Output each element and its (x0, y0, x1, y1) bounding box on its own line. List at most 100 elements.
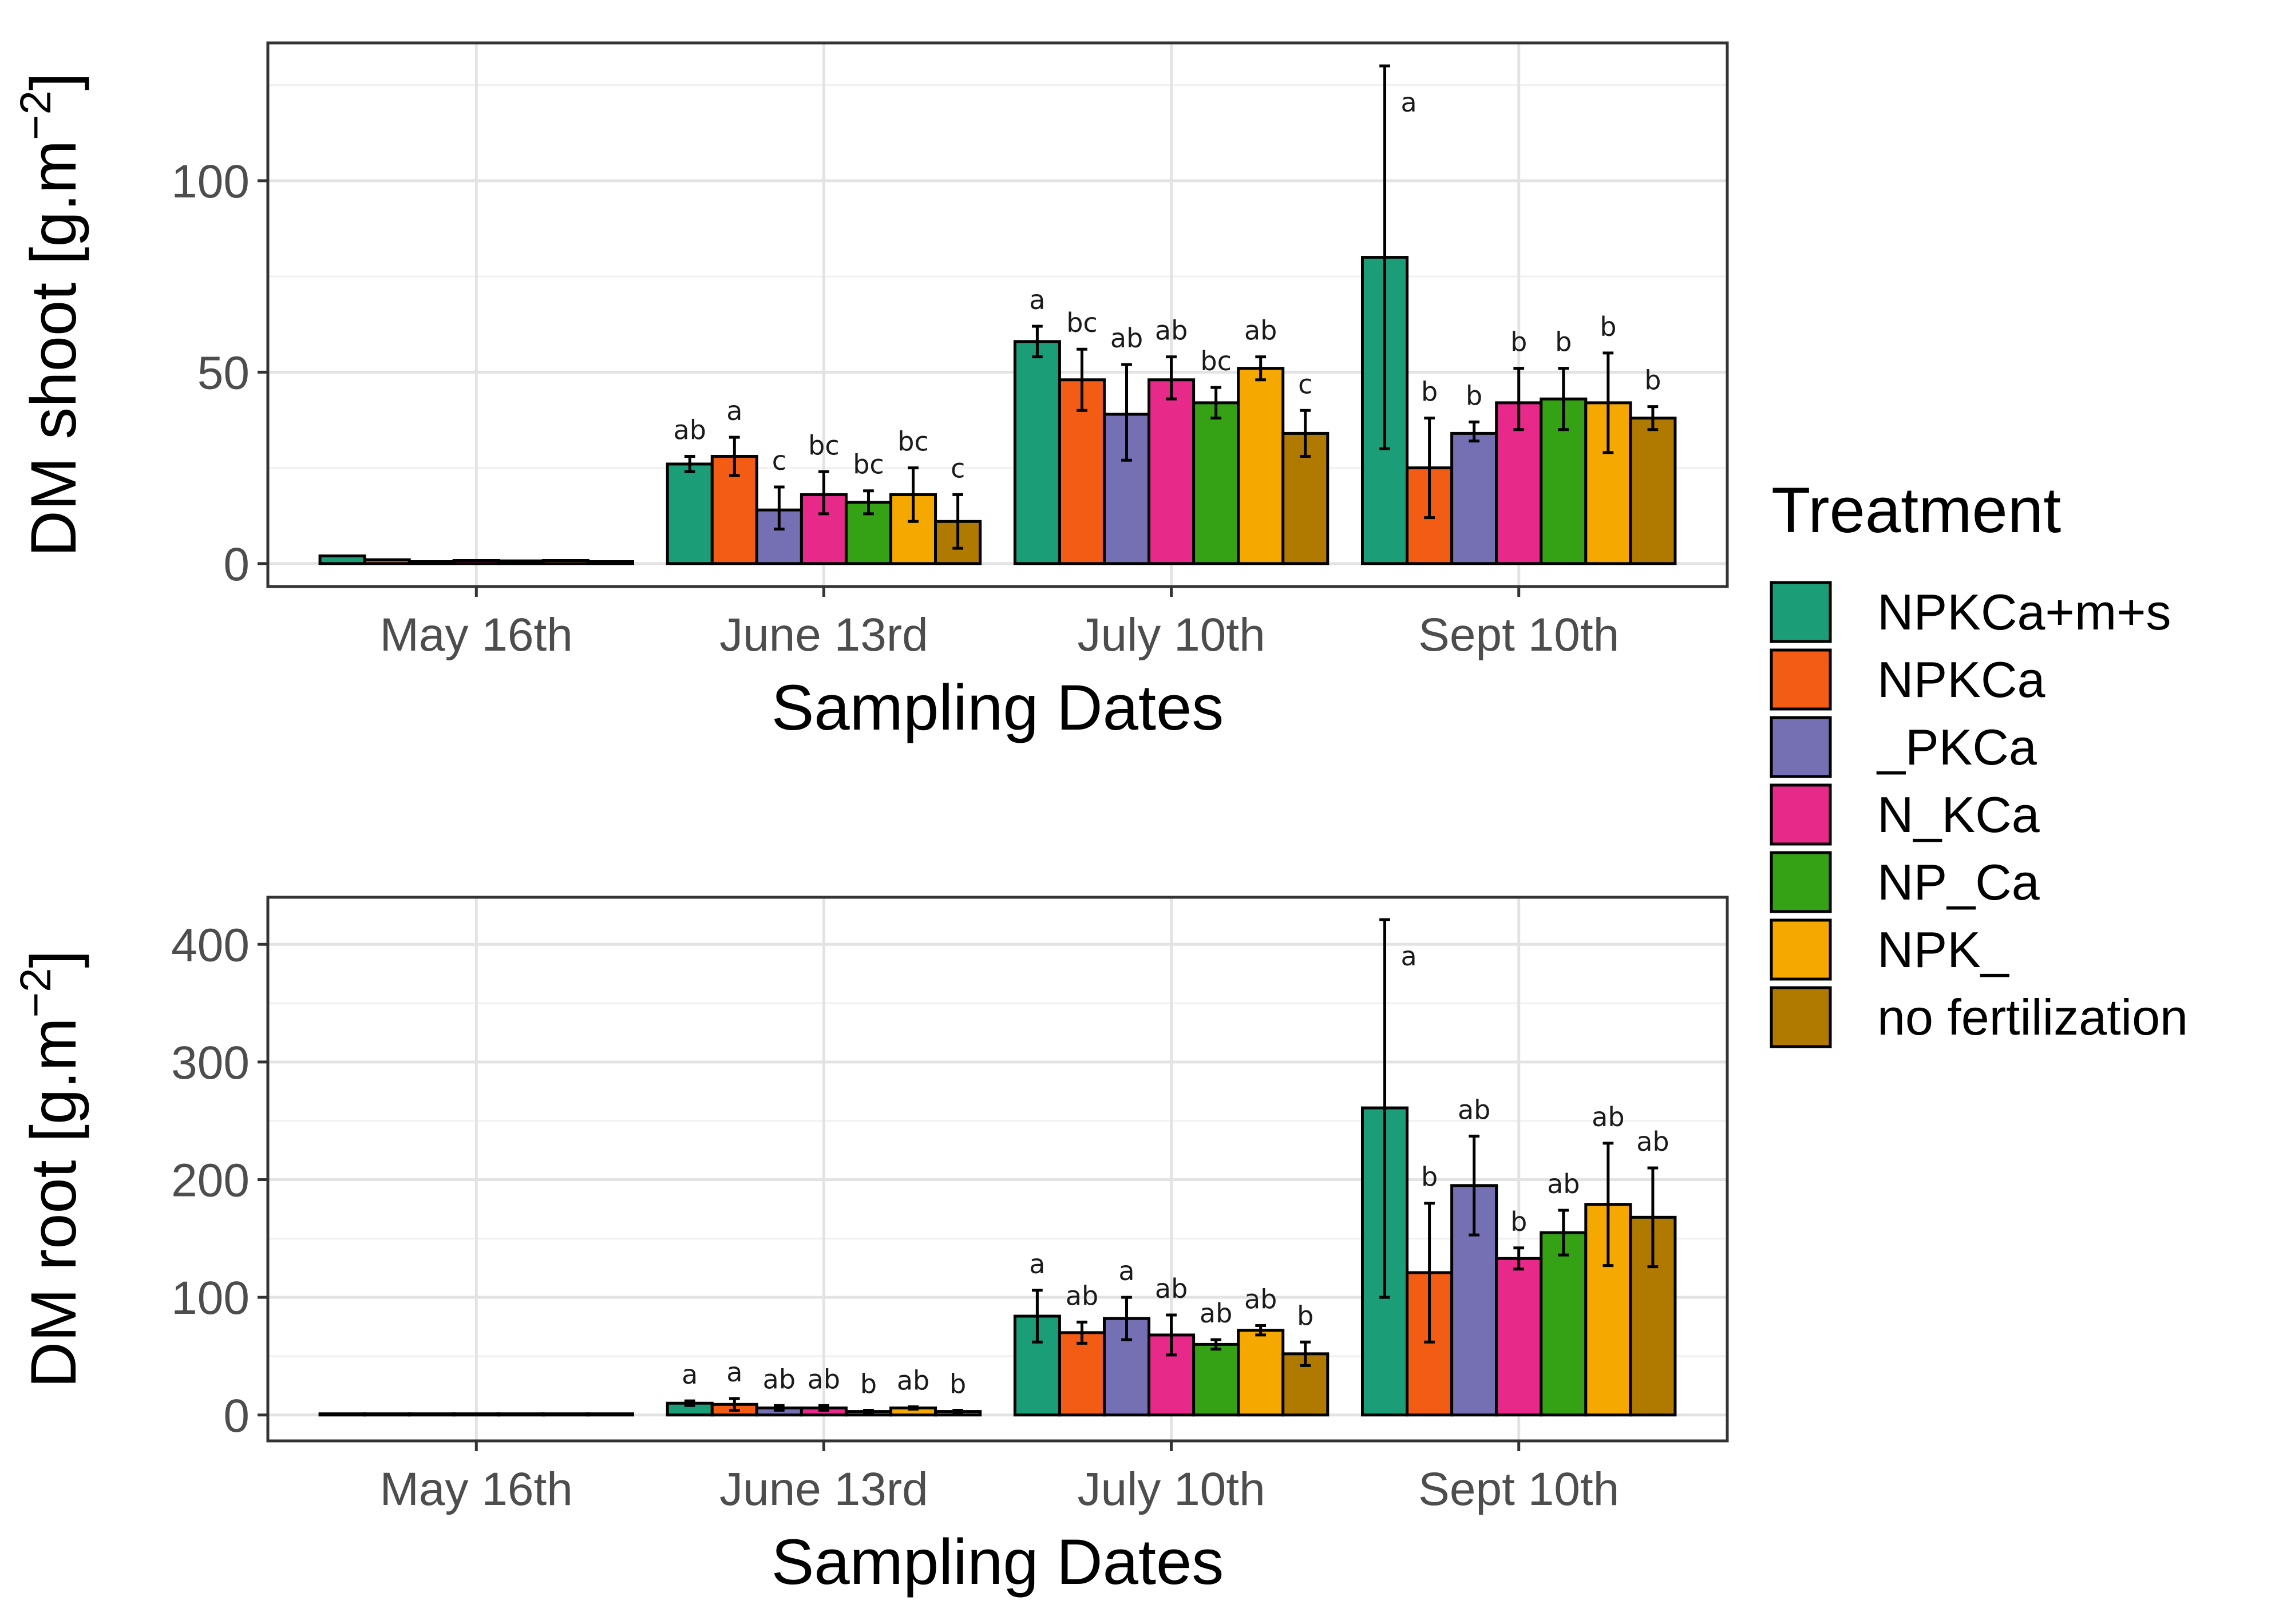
error-bar (1513, 367, 1525, 431)
error-bar (1300, 1340, 1311, 1367)
bar (541, 1412, 589, 1417)
legend-item: NPK_ (1770, 918, 2009, 981)
error-bar (863, 489, 874, 516)
legend-item: no fertilization (1770, 986, 2188, 1048)
error-bar (952, 493, 963, 550)
significance-label: a (1118, 1255, 1134, 1286)
error-bar (774, 485, 785, 531)
significance-label: c (772, 445, 786, 476)
significance-label: bc (897, 426, 929, 457)
error-bar (1077, 347, 1087, 412)
bar (318, 554, 366, 565)
significance-label: a (726, 395, 742, 426)
significance-label: a (1401, 941, 1417, 972)
legend-swatch (1770, 986, 1832, 1048)
error-bar (952, 1409, 963, 1415)
error-bar (684, 1399, 695, 1407)
significance-label: a (682, 1359, 698, 1390)
legend-label: NPKCa+m+s (1877, 584, 2171, 640)
significance-label: bc (1200, 346, 1232, 377)
error-bar (818, 1404, 829, 1412)
error-bar (684, 455, 695, 473)
error-bar (1379, 918, 1390, 1299)
y-tick-label: 100 (171, 1272, 250, 1324)
error-bar (1121, 1296, 1132, 1341)
significance-label: c (1298, 369, 1312, 399)
significance-label: c (951, 453, 965, 484)
error-bar (1300, 409, 1311, 458)
significance-label: ab (1244, 1284, 1277, 1314)
error-bar (908, 466, 919, 523)
x-axis-title: Sampling Dates (771, 1526, 1224, 1598)
significance-label: bc (853, 449, 884, 480)
x-tick-label: Sept 10th (1418, 609, 1619, 661)
significance-label: a (726, 1357, 742, 1388)
bar (1540, 1231, 1588, 1417)
y-tick-label: 50 (197, 347, 250, 399)
error-bar (1603, 351, 1614, 454)
error-bar (1255, 355, 1267, 382)
significance-label: ab (1636, 1126, 1669, 1157)
error-bar (1558, 1209, 1569, 1257)
significance-label: ab (1155, 1273, 1188, 1304)
legend-item: NPKCa (1770, 648, 2045, 711)
legend-swatch (1770, 918, 1832, 981)
y-tick-label: 0 (223, 1390, 250, 1442)
bar (541, 559, 589, 565)
significance-label: ab (808, 1364, 840, 1395)
bar (586, 1412, 634, 1417)
legend-title: Treatment (1771, 474, 2061, 546)
significance-label: b (1297, 1300, 1313, 1331)
error-bar (774, 1404, 785, 1412)
bar (318, 1412, 366, 1417)
x-axis-title: Sampling Dates (771, 672, 1224, 743)
bar (1058, 1331, 1106, 1417)
bar (1629, 417, 1677, 565)
significance-label: a (1401, 87, 1417, 118)
bar (497, 1412, 545, 1417)
significance-label: ab (763, 1364, 796, 1395)
bar (1013, 340, 1061, 565)
bar (497, 559, 545, 565)
error-bar (908, 1405, 919, 1411)
error-bar (1424, 1202, 1435, 1344)
significance-label: bc (1066, 307, 1098, 338)
bar (363, 558, 411, 565)
significance-label: ab (897, 1365, 929, 1396)
legend-swatch (1770, 716, 1832, 778)
error-bar (1210, 386, 1221, 420)
bar (586, 560, 634, 565)
significance-label: b (860, 1369, 877, 1400)
significance-label: b (1510, 1206, 1527, 1237)
significance-label: ab (1244, 315, 1277, 346)
legend: Treatment NPKCa+m+s NPKCa _PKCa N_KCa NP_Ca N… (1770, 474, 2188, 1048)
legend-label: N_KCa (1877, 786, 2040, 843)
significance-label: ab (1110, 323, 1143, 354)
bar (1192, 401, 1240, 565)
bar (1237, 367, 1285, 565)
error-bar (1647, 405, 1659, 431)
error-bar (1424, 417, 1435, 520)
significance-label: b (1600, 311, 1616, 342)
significance-label: b (1421, 1162, 1438, 1193)
legend-label: no fertilization (1877, 989, 2188, 1045)
significance-label: b (1466, 380, 1482, 411)
y-axis-title: DM root [g.m−2] (11, 950, 89, 1388)
legend-label: _PKCa (1876, 719, 2037, 775)
root-panel: aaaaabbabaabababbbabababababbbab01002003… (11, 896, 1729, 1598)
significance-label: ab (1066, 1280, 1098, 1311)
bar (452, 1412, 500, 1417)
significance-label: bc (808, 430, 840, 461)
significance-label: a (1029, 1249, 1045, 1280)
significance-label: ab (1155, 315, 1188, 346)
significance-label: b (1421, 377, 1438, 407)
error-bar (1210, 1338, 1221, 1351)
error-bar (1379, 64, 1390, 450)
significance-label: ab (674, 415, 706, 446)
error-bar (863, 1409, 874, 1415)
error-bar (1603, 1142, 1614, 1267)
y-tick-label: 400 (171, 919, 250, 971)
bar (407, 1412, 456, 1417)
x-tick-label: June 13rd (719, 1463, 928, 1515)
